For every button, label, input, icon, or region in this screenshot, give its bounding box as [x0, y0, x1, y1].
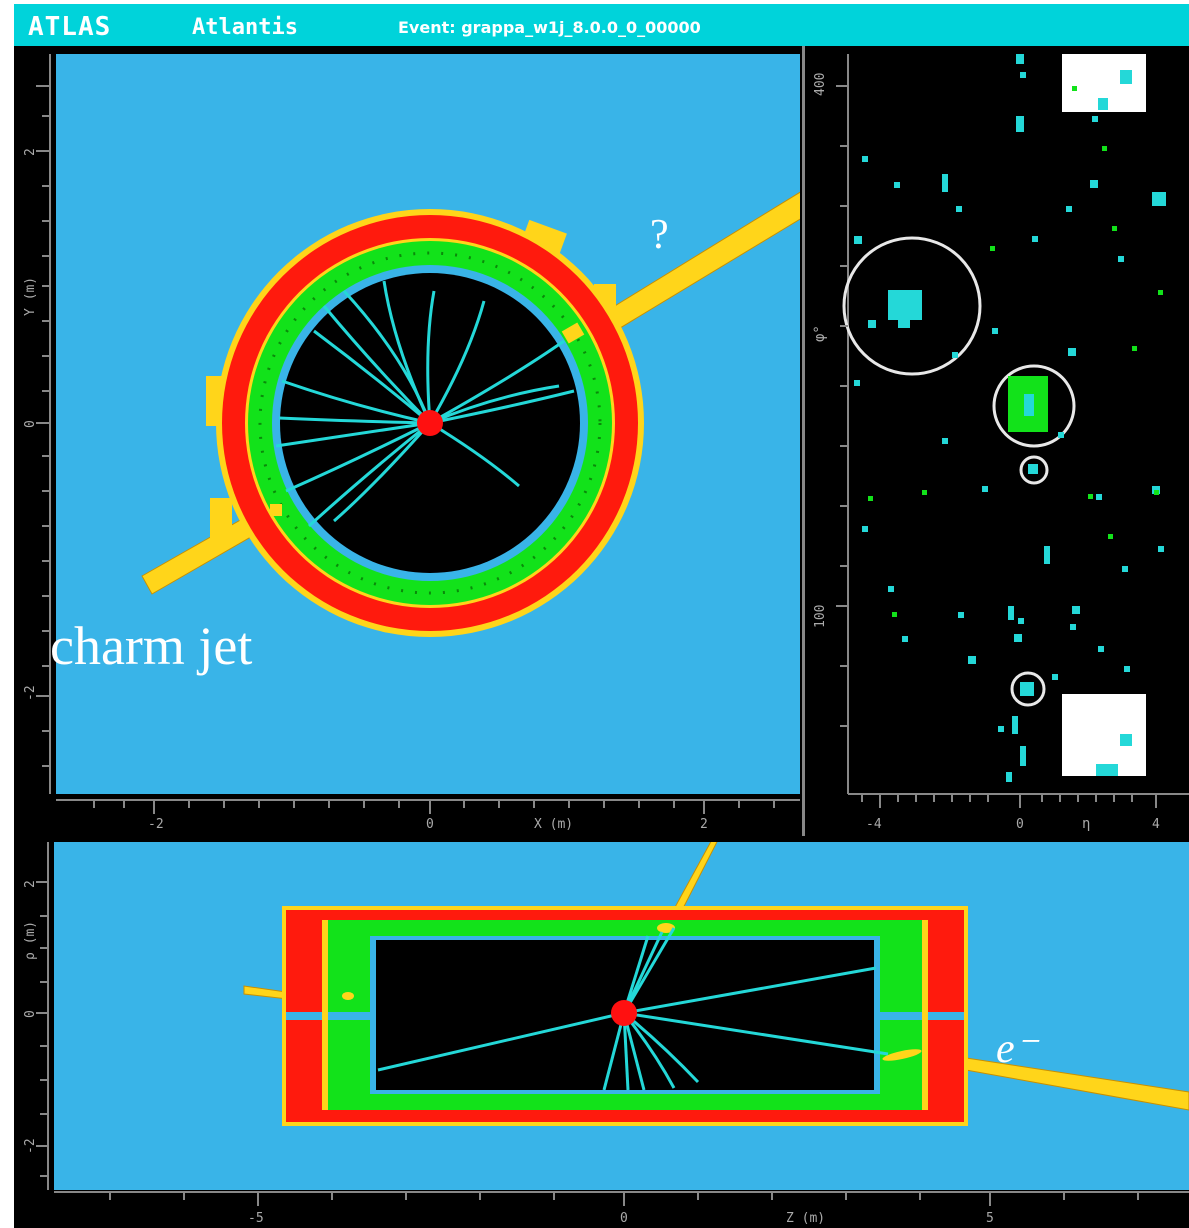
- jet-cone-large-core2: [898, 316, 910, 328]
- rz-barrel-gap-right: [922, 920, 928, 1110]
- xy-x-tick-neg2: -2: [148, 817, 164, 832]
- em-dots-ring: [258, 251, 602, 595]
- xy-x-tick-0: 0: [426, 817, 434, 832]
- atlas-logo-text: ATLAS: [28, 12, 112, 42]
- rz-deposit-left: [342, 992, 354, 1000]
- event-label: Event: grappa_w1j_8.0.0_0_00000: [398, 18, 701, 37]
- xy-y-tick-0: 0: [23, 420, 38, 428]
- small-cone-1-hit: [1028, 464, 1038, 474]
- xy-y-tick-2: 2: [23, 148, 38, 156]
- forward-cell-top-hit: [1120, 70, 1132, 84]
- title-bar: ATLAS Atlantis Event: grappa_w1j_8.0.0_0…: [14, 4, 1189, 46]
- rz-x-tick-0: 0: [620, 1211, 628, 1226]
- rz-y-tick-neg2: -2: [23, 1138, 38, 1154]
- cluster-deposit-2: [270, 504, 282, 516]
- jet-cone-large-core: [888, 290, 922, 320]
- eta-phi-view-panel[interactable]: -4 0 η 4 400 φ° 100: [802, 46, 1189, 836]
- rz-x-tick-5: 5: [986, 1211, 994, 1226]
- xy-y-minor-ticks: [36, 85, 50, 767]
- question-mark-annotation: ?: [650, 212, 669, 258]
- rz-y-tick-2: 2: [23, 880, 38, 888]
- small-cone-2-hit: [1020, 682, 1034, 696]
- rz-deposit-right: [882, 1049, 922, 1061]
- lego-x-tick-4: 4: [1152, 817, 1160, 832]
- electron-annotation: e⁻: [996, 1026, 1040, 1072]
- primary-vertex: [417, 410, 443, 436]
- lego-x-axis-label: η: [1082, 816, 1090, 832]
- rz-y-tick-0: 0: [23, 1010, 38, 1018]
- charm-jet-annotation: charm jet: [50, 616, 252, 676]
- jet-cone-large: [842, 236, 982, 376]
- xy-x-tick-2: 2: [700, 817, 708, 832]
- calorimeter-cells: [854, 54, 1166, 782]
- lego-x-ticks: [861, 794, 1157, 808]
- em-cells: [868, 86, 1163, 617]
- rz-x-axis-label: Z (m): [786, 1211, 825, 1226]
- rz-y-ticks: [36, 881, 48, 1177]
- forward-cell-bottom-hit: [1120, 734, 1132, 746]
- electron-cone: [992, 364, 1076, 448]
- xy-y-axis-label: Y (m): [23, 277, 38, 316]
- xy-view-panel[interactable]: -2 0 X (m) 2 2 Y (m) 0 -2 ? charm jet: [14, 46, 802, 836]
- xy-x-minor-ticks: [93, 800, 775, 814]
- cal-bump-2: [206, 376, 224, 426]
- forward-cell-bottom-hit2: [1096, 764, 1118, 776]
- xy-x-axis-label: X (m): [534, 817, 573, 832]
- lego-y-tick-100: 100: [813, 605, 828, 628]
- cluster-deposit-1: [561, 322, 585, 344]
- small-cone-1: [1019, 455, 1049, 485]
- small-cone-2: [1010, 671, 1046, 707]
- lego-y-axis-label: φ°: [812, 325, 828, 342]
- cal-bump-3: [210, 498, 232, 538]
- lego-x-tick-0: 0: [1016, 817, 1024, 832]
- xy-tracks: [275, 280, 575, 528]
- program-name: Atlantis: [192, 15, 298, 40]
- rz-y-axis-label: ρ (m): [23, 921, 38, 960]
- cal-bump-1: [521, 219, 567, 257]
- lego-y-tick-400: 400: [813, 73, 828, 96]
- rz-x-tick-neg5: -5: [248, 1211, 264, 1226]
- rz-barrel-gap-left: [322, 920, 328, 1110]
- lego-x-tick-neg4: -4: [866, 817, 882, 832]
- rz-x-ticks: [109, 1192, 1139, 1206]
- rz-deposit-top: [657, 923, 675, 933]
- forward-cell-bottom: [1062, 694, 1146, 776]
- rz-view-panel[interactable]: -5 0 Z (m) 5 2 ρ (m) 0 -2 e⁻: [14, 836, 1189, 1228]
- xy-y-tick-neg2: -2: [23, 685, 38, 701]
- rz-primary-vertex: [611, 1000, 637, 1026]
- forward-cell-top-hit2: [1098, 98, 1108, 110]
- lego-y-ticks: [836, 85, 848, 727]
- electron-cone-em-hit: [1024, 394, 1034, 416]
